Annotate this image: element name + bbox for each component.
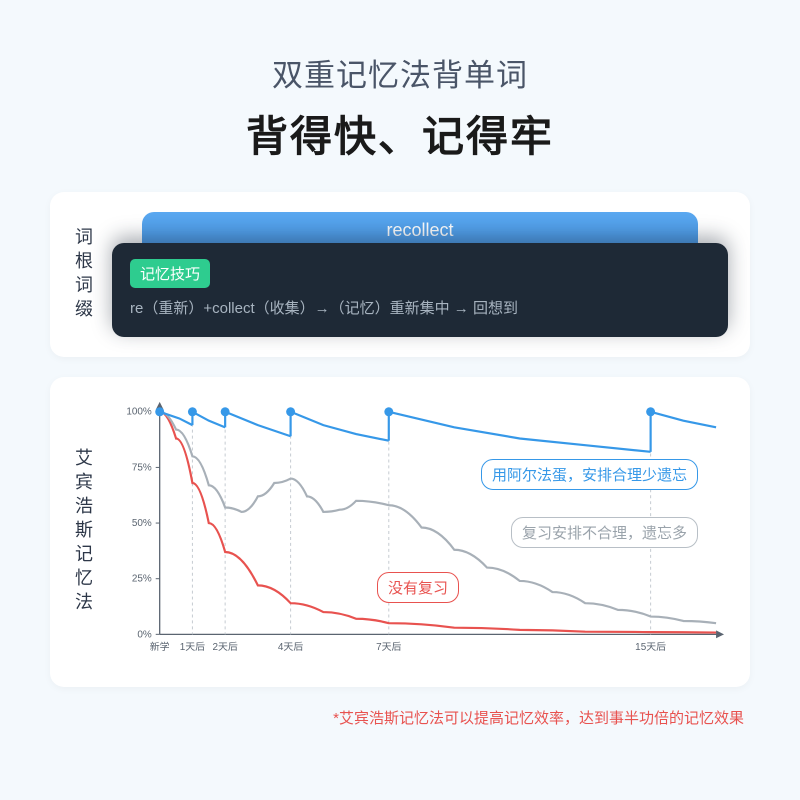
svg-text:75%: 75% [132, 462, 152, 473]
svg-text:4天后: 4天后 [278, 641, 303, 653]
title-area: 双重记忆法背单词 背得快、记得牢 [50, 50, 750, 164]
footnote: *艾宾浩斯记忆法可以提高记忆效率，达到事半功倍的记忆效果 [50, 707, 750, 728]
svg-text:50%: 50% [132, 518, 152, 529]
word-body: 记忆技巧 re（重新）+collect（收集）→（记忆）重新集中 → 回想到 [112, 243, 728, 337]
subtitle: 双重记忆法背单词 [50, 50, 750, 95]
card-label-root: 词根词缀 [72, 212, 94, 337]
word-root-card: 词根词缀 recollect 记忆技巧 re（重新）+collect（收集）→（… [50, 192, 750, 357]
legend-gray: 复习安排不合理，遗忘多 [511, 517, 698, 548]
svg-text:新学: 新学 [150, 640, 170, 653]
word-panel: recollect 记忆技巧 re（重新）+collect（收集）→（记忆）重新… [112, 212, 728, 337]
svg-text:100%: 100% [126, 407, 152, 418]
legend-red: 没有复习 [377, 572, 459, 603]
word-header: recollect [142, 212, 698, 245]
svg-text:2天后: 2天后 [212, 641, 237, 653]
ebbinghaus-card: 艾宾浩斯记忆法 0% 25% 50% 75% 100% 新学 1天后 2天后 4天后 7天后 15天… [50, 377, 750, 687]
forgetting-curve-chart: 0% 25% 50% 75% 100% 新学 1天后 2天后 4天后 7天后 15天后 用阿尔法蛋，… [112, 397, 728, 667]
legend-blue: 用阿尔法蛋，安排合理少遗忘 [481, 459, 698, 490]
main-title: 背得快、记得牢 [50, 103, 750, 164]
card-label-curve: 艾宾浩斯记忆法 [72, 397, 94, 667]
svg-text:0%: 0% [137, 629, 152, 640]
etymology-text: re（重新）+collect（收集）→（记忆）重新集中 → 回想到 [130, 298, 710, 319]
memory-badge: 记忆技巧 [130, 259, 210, 288]
svg-text:7天后: 7天后 [376, 641, 401, 653]
svg-text:25%: 25% [132, 574, 152, 585]
svg-text:15天后: 15天后 [635, 641, 666, 653]
svg-text:1天后: 1天后 [180, 641, 205, 653]
